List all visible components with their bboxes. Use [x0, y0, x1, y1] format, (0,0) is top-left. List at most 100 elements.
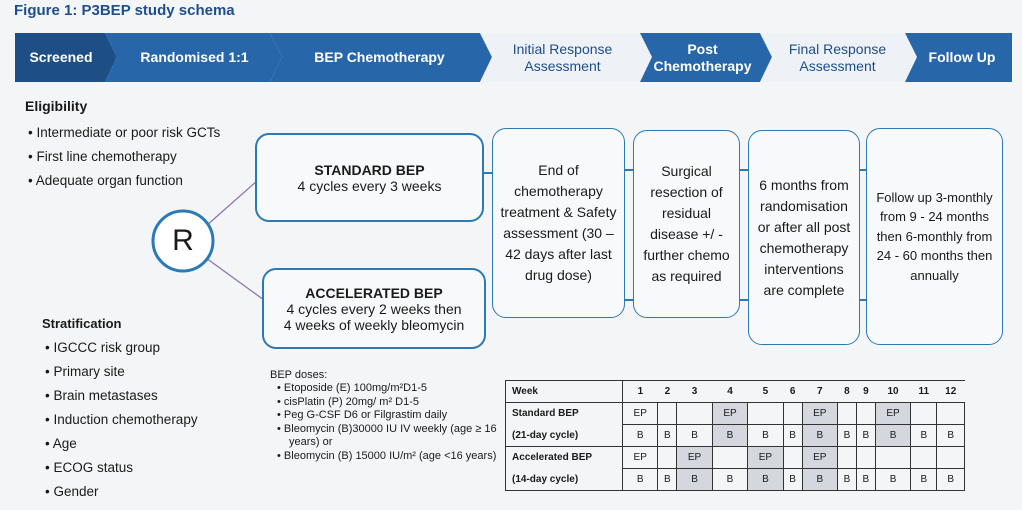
dose-cell: B	[936, 468, 965, 491]
list-item: ECOG status	[45, 456, 198, 480]
dose-cell: B	[711, 424, 749, 447]
dose-cell: B	[836, 468, 857, 491]
banner-step: Follow Up	[928, 49, 996, 66]
group-name: Standard BEP	[505, 402, 623, 425]
dose-cell: B	[836, 424, 857, 447]
dose-cell: B	[711, 468, 749, 491]
empty-cell	[936, 402, 965, 425]
week-number: 11	[910, 380, 937, 403]
empty-cell	[747, 402, 784, 425]
week-label: Week	[505, 380, 623, 403]
stage-box: Surgical resection of residual disease +…	[633, 130, 740, 318]
week-number: 9	[856, 380, 876, 403]
dose-cell: EP	[711, 402, 749, 425]
dose-cell: B	[801, 424, 838, 447]
banner-step: Randomised 1:1	[140, 49, 249, 66]
list-item: Intermediate or poor risk GCTs	[28, 121, 220, 145]
dose-cell: B	[874, 468, 912, 491]
list-item: Etoposide (E) 100mg/m²D1-5	[275, 382, 500, 396]
empty-cell	[855, 446, 876, 469]
doses-list: Etoposide (E) 100mg/m²D1-5cisPlatin (P) …	[275, 382, 500, 463]
list-item: Primary site	[45, 360, 198, 384]
dose-cell: B	[747, 424, 784, 447]
list-item: Age	[45, 432, 198, 456]
week-number: 12	[936, 380, 965, 403]
list-item: Induction chemotherapy	[45, 408, 197, 432]
week-number: 3	[676, 380, 713, 403]
accelerated-line: 4 weeks of weekly bleomycin	[283, 316, 465, 333]
empty-cell	[910, 402, 938, 425]
empty-cell	[855, 402, 876, 425]
dose-cell: EP	[621, 402, 659, 425]
dose-cell: EP	[676, 446, 713, 469]
dose-cell: B	[855, 468, 876, 491]
list-item: Bleomycin (B)30000 IU IV weekly (age ≥ 1…	[275, 423, 500, 450]
dose-cell: B	[782, 468, 803, 491]
schedule-row: Standard BEP EP EP EP EP	[505, 402, 965, 425]
dose-cell: EP	[801, 402, 838, 425]
week-number: 10	[875, 380, 911, 403]
schedule-table: Week 1 2 3 4 5 6 7 8 9 10 11 12 Standard BEP EP EP EP EP(…	[505, 380, 965, 491]
dose-cell: B	[782, 424, 803, 447]
empty-cell	[910, 446, 938, 469]
empty-cell	[657, 402, 678, 425]
eligibility-heading: Eligibility	[25, 98, 88, 114]
standard-box: STANDARD BEP 4 cycles every 3 weeks	[255, 133, 484, 222]
stage-box: End of chemotherapy treatment & Safety a…	[492, 128, 625, 318]
accelerated-line: 4 cycles every 2 weeks then	[286, 300, 462, 317]
week-number: 2	[657, 380, 677, 403]
dose-cell: B	[910, 424, 938, 447]
banner-step: Initial Response Assessment	[512, 40, 613, 74]
dose-cell: B	[621, 424, 659, 447]
dose-cell: EP	[874, 402, 912, 425]
stratification-heading: Stratification	[42, 316, 122, 331]
week-number: 6	[783, 380, 803, 403]
week-number: 1	[622, 380, 658, 403]
stage-box: Follow up 3-monthly from 9 - 24 months t…	[866, 128, 1003, 345]
dose-cell: B	[676, 424, 713, 447]
dose-cell: EP	[747, 446, 784, 469]
banner-step: BEP Chemotherapy	[314, 49, 445, 66]
accelerated-box: ACCELERATED BEP 4 cycles every 2 weeks t…	[262, 268, 486, 349]
schedule-row: (21-day cycle) B B B B B B B B B B B B	[505, 424, 965, 447]
banner-step: Post Chemotherapy	[653, 40, 752, 74]
banner-step: Screened	[29, 49, 93, 66]
header-row: Week 1 2 3 4 5 6 7 8 9 10 11 12	[505, 380, 965, 403]
dose-cell: EP	[621, 446, 659, 469]
dose-cell: B	[936, 424, 965, 447]
dose-cell: B	[855, 424, 876, 447]
list-item: First line chemotherapy	[28, 145, 220, 169]
dose-cell: B	[801, 468, 838, 491]
dose-cell: B	[657, 468, 678, 491]
dose-cell: B	[676, 468, 713, 491]
week-number: 5	[747, 380, 784, 403]
title: Figure 1: P3BEP study schema	[14, 2, 235, 19]
dose-cell: B	[657, 424, 678, 447]
doses-heading: BEP doses:	[270, 369, 328, 381]
empty-cell	[936, 446, 965, 469]
empty-cell	[836, 446, 857, 469]
list-item: Bleomycin (B) 15000 IU/m² (age <16 years…	[275, 450, 500, 464]
group-name: Accelerated BEP	[505, 446, 623, 469]
week-number: 8	[837, 380, 857, 403]
empty-cell	[657, 446, 678, 469]
list-item: Gender	[45, 480, 198, 504]
randomise: R	[172, 224, 194, 257]
empty-cell	[711, 446, 749, 469]
stage-box: 6 months from randomisation or after all…	[748, 130, 860, 345]
empty-cell	[874, 446, 912, 469]
list-item: Brain metastases	[45, 384, 198, 408]
empty-cell	[676, 402, 713, 425]
dose-cell: EP	[801, 446, 838, 469]
list-item: cisPlatin (P) 20mg/ m² D1-5	[275, 396, 500, 410]
dose-cell: B	[621, 468, 659, 491]
eligibility-list: Intermediate or poor risk GCTsFirst line…	[28, 121, 221, 193]
list-item: Adequate organ function	[28, 169, 220, 193]
week-number: 4	[712, 380, 748, 403]
dose-cell: B	[874, 424, 912, 447]
dose-cell: B	[747, 468, 784, 491]
schedule-row: (14-day cycle) B B B B B B B B B B B B	[505, 468, 965, 491]
list-item: IGCCC risk group	[45, 336, 198, 360]
stratification-list: IGCCC risk groupPrimary siteBrain metast…	[45, 336, 198, 510]
